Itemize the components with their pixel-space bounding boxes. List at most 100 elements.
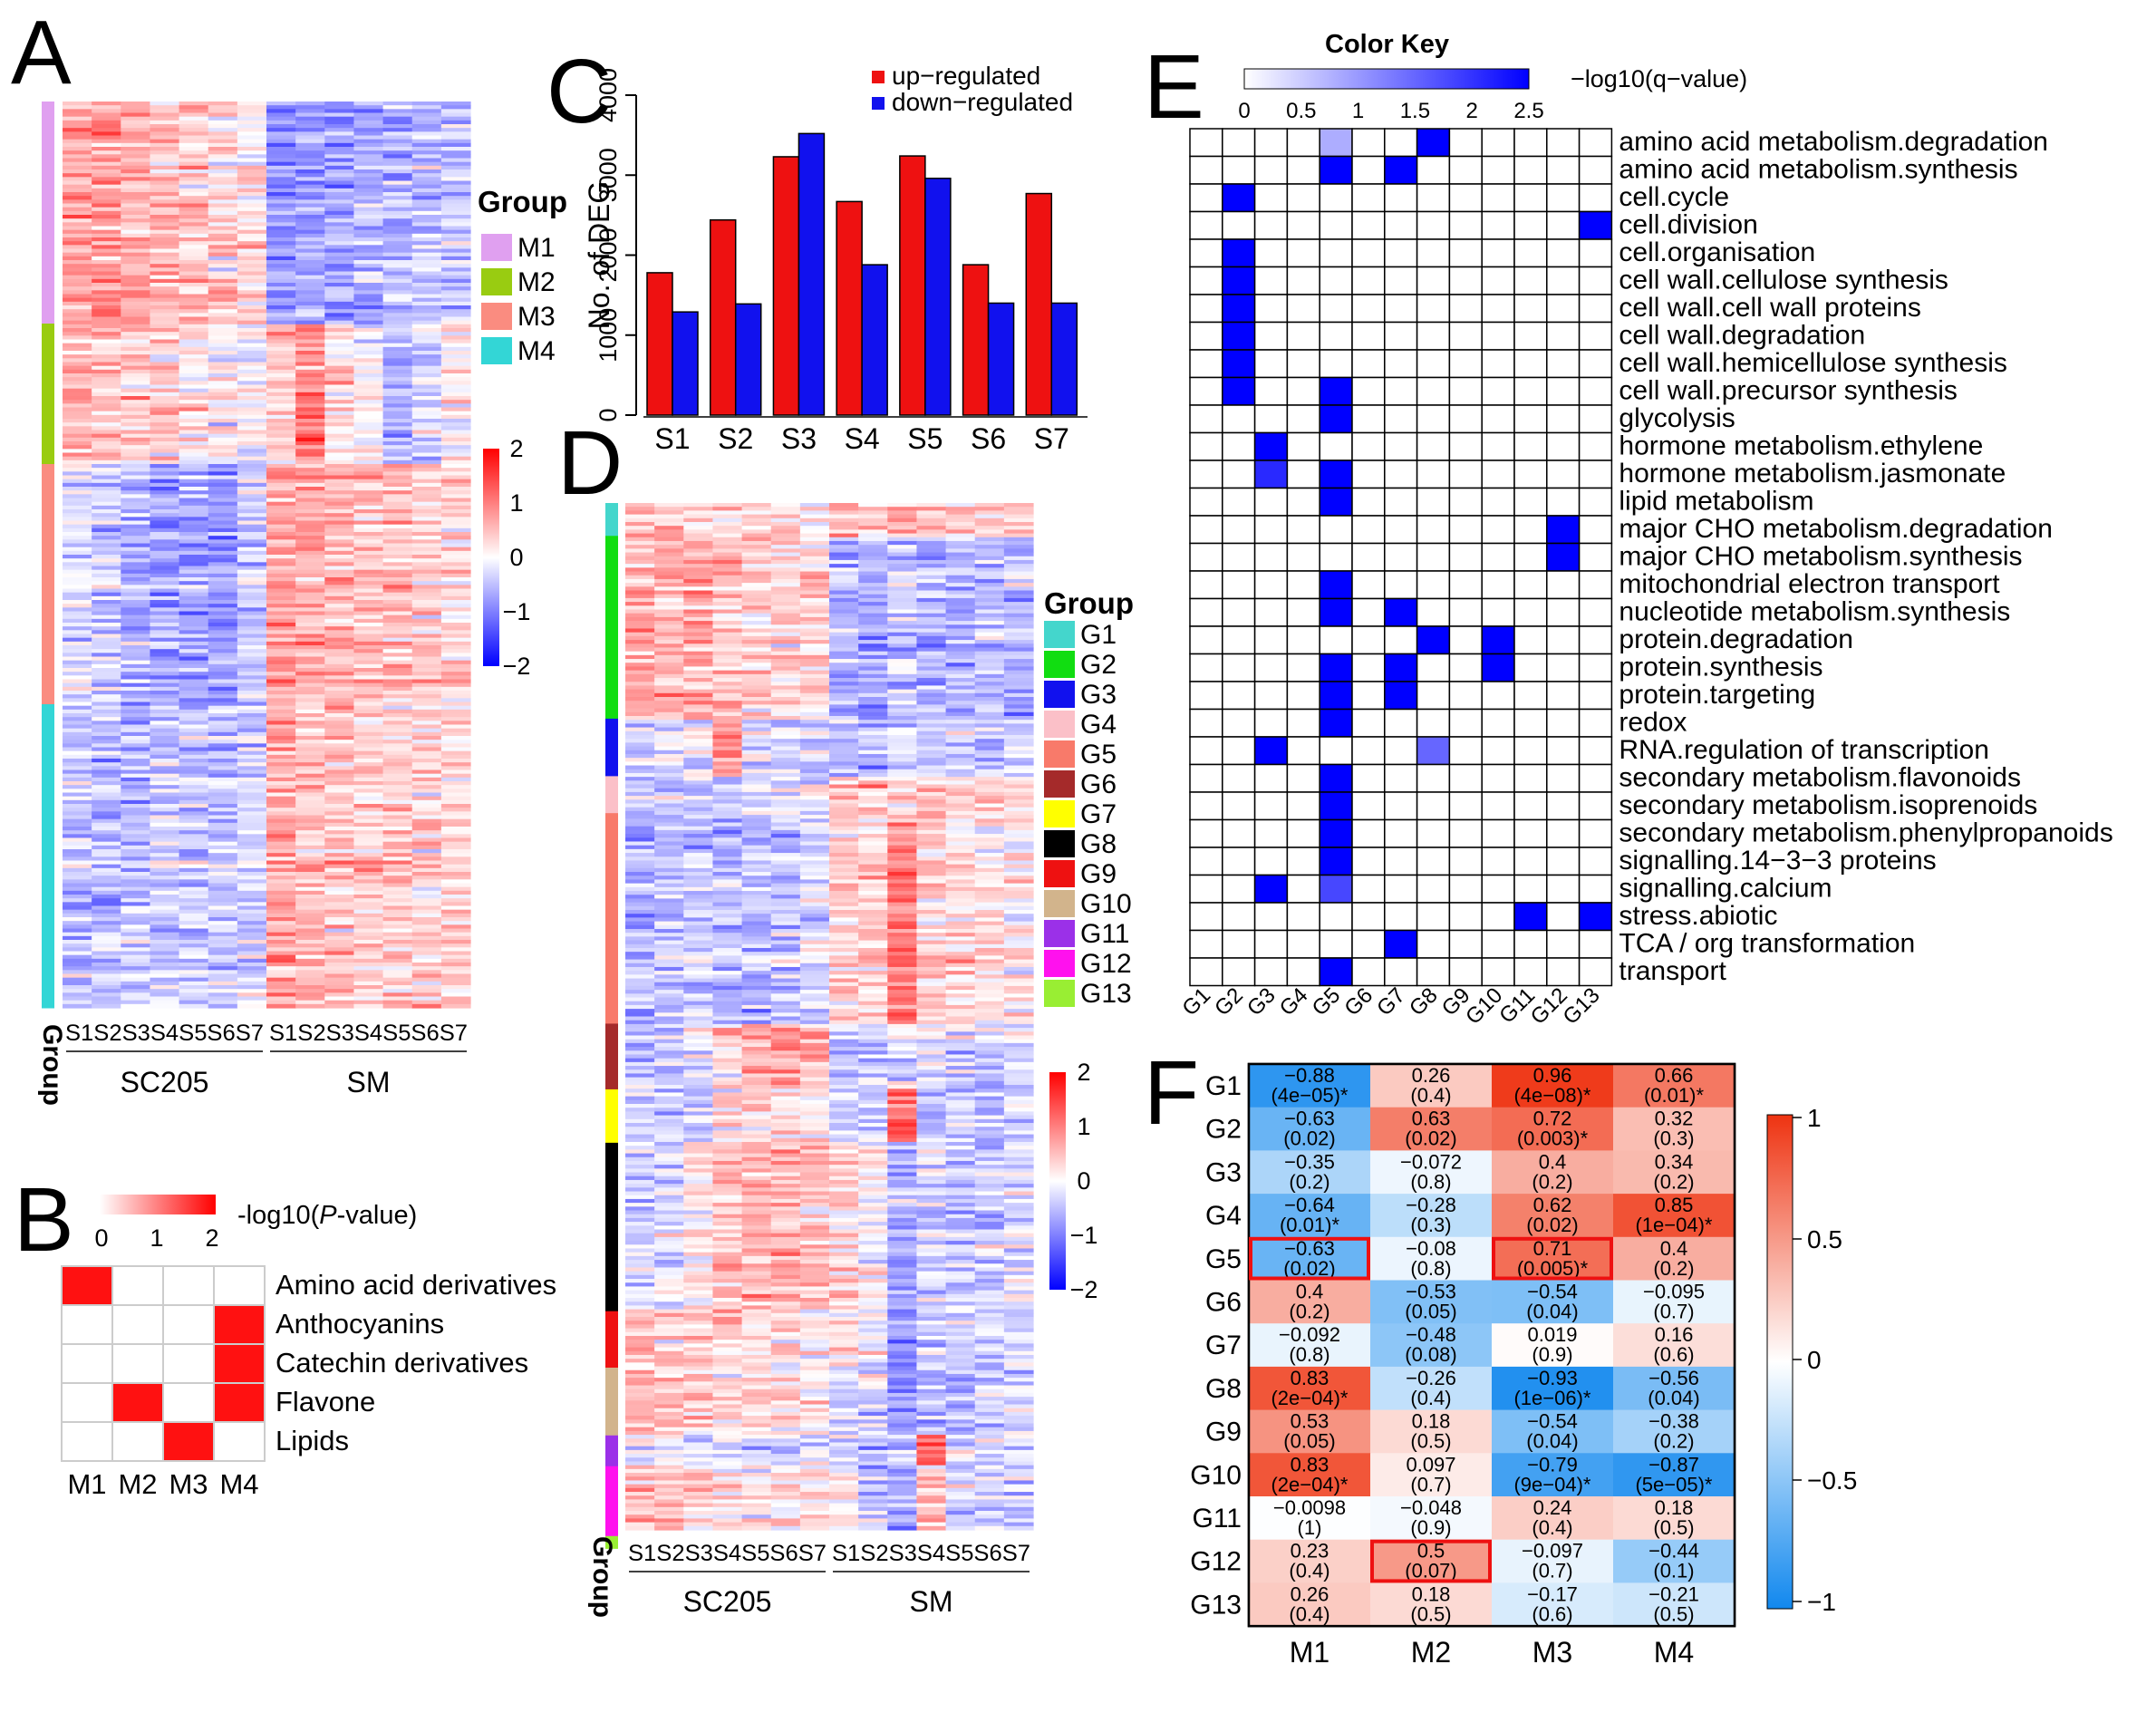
heatmap-cell bbox=[266, 682, 296, 688]
heatmap-cell bbox=[945, 613, 976, 618]
heatmap-cell bbox=[858, 571, 888, 576]
heatmap-cell bbox=[353, 517, 384, 522]
heatmap-cell bbox=[179, 362, 209, 367]
heatmap-cell bbox=[712, 822, 743, 827]
heatmap-cell bbox=[237, 626, 267, 631]
heatmap-cell bbox=[683, 704, 714, 710]
heatmap-cell bbox=[974, 815, 1005, 819]
heatmap-cell bbox=[625, 701, 655, 706]
heatmap-cell bbox=[179, 290, 209, 295]
heatmap-cell bbox=[266, 672, 296, 676]
heatmap-cell bbox=[121, 883, 151, 888]
heatmap-cell bbox=[829, 628, 859, 634]
heatmap-cell bbox=[179, 207, 209, 212]
heatmap-cell bbox=[741, 654, 772, 660]
heatmap-cell bbox=[411, 199, 442, 205]
heatmap-cell bbox=[237, 682, 267, 688]
heatmap-cell bbox=[411, 694, 442, 699]
heatmap-cell bbox=[63, 369, 92, 374]
heatmap-cell bbox=[625, 731, 655, 736]
heatmap-cell bbox=[150, 721, 180, 726]
heatmap-cell bbox=[324, 577, 355, 582]
heatmap-cell bbox=[382, 626, 413, 631]
x-tick-label: S2 bbox=[718, 422, 753, 455]
heatmap-cell bbox=[440, 365, 471, 371]
heatmap-cell bbox=[440, 743, 471, 749]
heatmap-cell bbox=[150, 660, 180, 665]
heatmap-cell bbox=[353, 324, 384, 329]
heatmap-cell bbox=[411, 932, 442, 937]
heatmap-cell bbox=[121, 482, 151, 488]
heatmap-cell bbox=[92, 872, 121, 876]
heatmap-cell bbox=[208, 248, 238, 254]
heatmap-cell bbox=[150, 913, 180, 918]
heatmap-cell bbox=[237, 856, 267, 862]
heatmap-cell bbox=[440, 573, 471, 578]
heatmap-cell bbox=[440, 796, 471, 801]
heatmap-cell bbox=[411, 837, 442, 843]
heatmap-cell bbox=[121, 811, 151, 817]
heatmap-cell bbox=[683, 586, 714, 592]
heatmap-cell bbox=[121, 890, 151, 895]
heatmap-cell bbox=[179, 792, 209, 798]
heatmap-cell bbox=[324, 940, 355, 944]
heatmap-cell bbox=[266, 562, 296, 567]
heatmap-cell bbox=[237, 524, 267, 529]
heatmap-cell bbox=[150, 199, 180, 205]
heatmap-cell bbox=[237, 210, 267, 216]
heatmap-cell bbox=[179, 970, 209, 975]
heatmap-cell bbox=[625, 624, 655, 630]
heatmap-cell bbox=[295, 614, 325, 620]
heatmap-cell bbox=[92, 433, 121, 439]
heatmap-cell bbox=[63, 165, 92, 170]
heatmap-cell bbox=[1003, 796, 1034, 800]
heatmap-cell bbox=[712, 643, 743, 649]
heatmap-cell bbox=[295, 611, 325, 616]
heatmap-cell bbox=[683, 761, 714, 767]
heatmap-cell bbox=[440, 845, 471, 850]
bar bbox=[798, 132, 826, 416]
heatmap-cell bbox=[121, 142, 151, 148]
heatmap-cell bbox=[1003, 663, 1034, 668]
heatmap-cell bbox=[208, 759, 238, 763]
heatmap-cell bbox=[150, 573, 180, 578]
heatmap-cell bbox=[266, 740, 296, 744]
heatmap-cell bbox=[324, 320, 355, 325]
heatmap-cell bbox=[208, 686, 238, 692]
heatmap-cell bbox=[916, 640, 947, 644]
heatmap-cell bbox=[945, 799, 976, 805]
heatmap-cell bbox=[324, 161, 355, 167]
heatmap-cell bbox=[887, 643, 918, 649]
heatmap-cell bbox=[887, 769, 918, 774]
heatmap-cell bbox=[440, 290, 471, 295]
heatmap-cell bbox=[324, 682, 355, 688]
heatmap-cell bbox=[150, 414, 180, 420]
heatmap-cell bbox=[295, 169, 325, 174]
heatmap-cell bbox=[63, 241, 92, 246]
heatmap-cell bbox=[770, 826, 801, 831]
heatmap-cell bbox=[162, 1421, 215, 1462]
heatmap-cell bbox=[266, 573, 296, 578]
heatmap-cell bbox=[92, 634, 121, 639]
heatmap-cell bbox=[92, 547, 121, 552]
heatmap-cell bbox=[770, 742, 801, 748]
heatmap-cell bbox=[974, 784, 1005, 789]
heatmap-cell bbox=[179, 818, 209, 824]
heatmap-cell bbox=[324, 475, 355, 480]
heatmap-cell bbox=[411, 785, 442, 789]
heatmap-cell bbox=[741, 628, 772, 634]
heatmap-cell bbox=[382, 577, 413, 582]
heatmap-cell bbox=[683, 602, 714, 606]
heatmap-cell bbox=[121, 468, 151, 472]
heatmap-cell bbox=[741, 682, 772, 687]
heatmap-cell bbox=[121, 550, 151, 556]
heatmap-cell bbox=[1003, 784, 1034, 789]
heatmap-cell bbox=[179, 275, 209, 280]
heatmap-cell bbox=[63, 131, 92, 137]
heatmap-cell bbox=[324, 717, 355, 721]
heatmap-cell bbox=[63, 924, 92, 930]
heatmap-cell bbox=[916, 791, 947, 797]
heatmap-cell bbox=[945, 746, 976, 751]
heatmap-cell bbox=[382, 124, 413, 129]
heatmap-cell bbox=[353, 672, 384, 676]
